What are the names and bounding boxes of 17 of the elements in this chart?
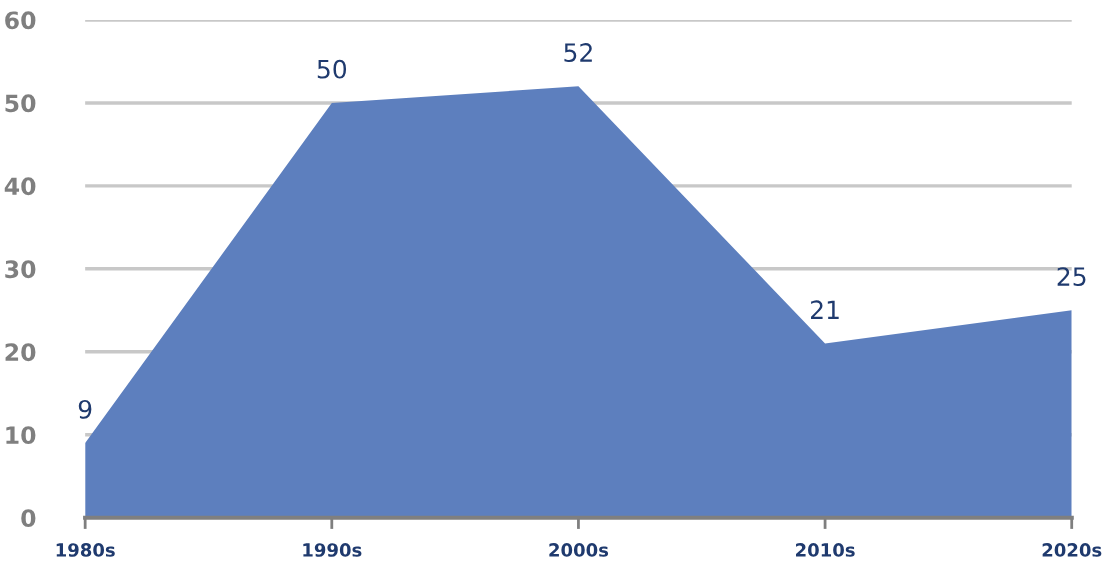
data-label: 9 — [78, 399, 92, 419]
x-tick-label: 2020s — [1042, 543, 1102, 557]
y-tick-label: 20 — [5, 343, 36, 362]
y-tick-label: 30 — [5, 260, 36, 279]
y-tick-label: 10 — [6, 426, 36, 445]
data-label: 50 — [317, 59, 347, 79]
y-tick-label: 40 — [4, 177, 36, 196]
data-label: 21 — [811, 300, 839, 319]
x-tick-label: 2000s — [549, 543, 609, 557]
y-tick-label: 60 — [5, 11, 36, 30]
x-tick-label: 1990s — [303, 543, 362, 557]
x-tick-label: 1980s — [56, 543, 115, 557]
y-tick-label: 0 — [21, 509, 36, 528]
data-label: 52 — [564, 43, 592, 63]
data-label: 25 — [1057, 267, 1086, 287]
x-tick-label: 2010s — [796, 543, 855, 557]
y-tick-label: 50 — [5, 94, 36, 113]
